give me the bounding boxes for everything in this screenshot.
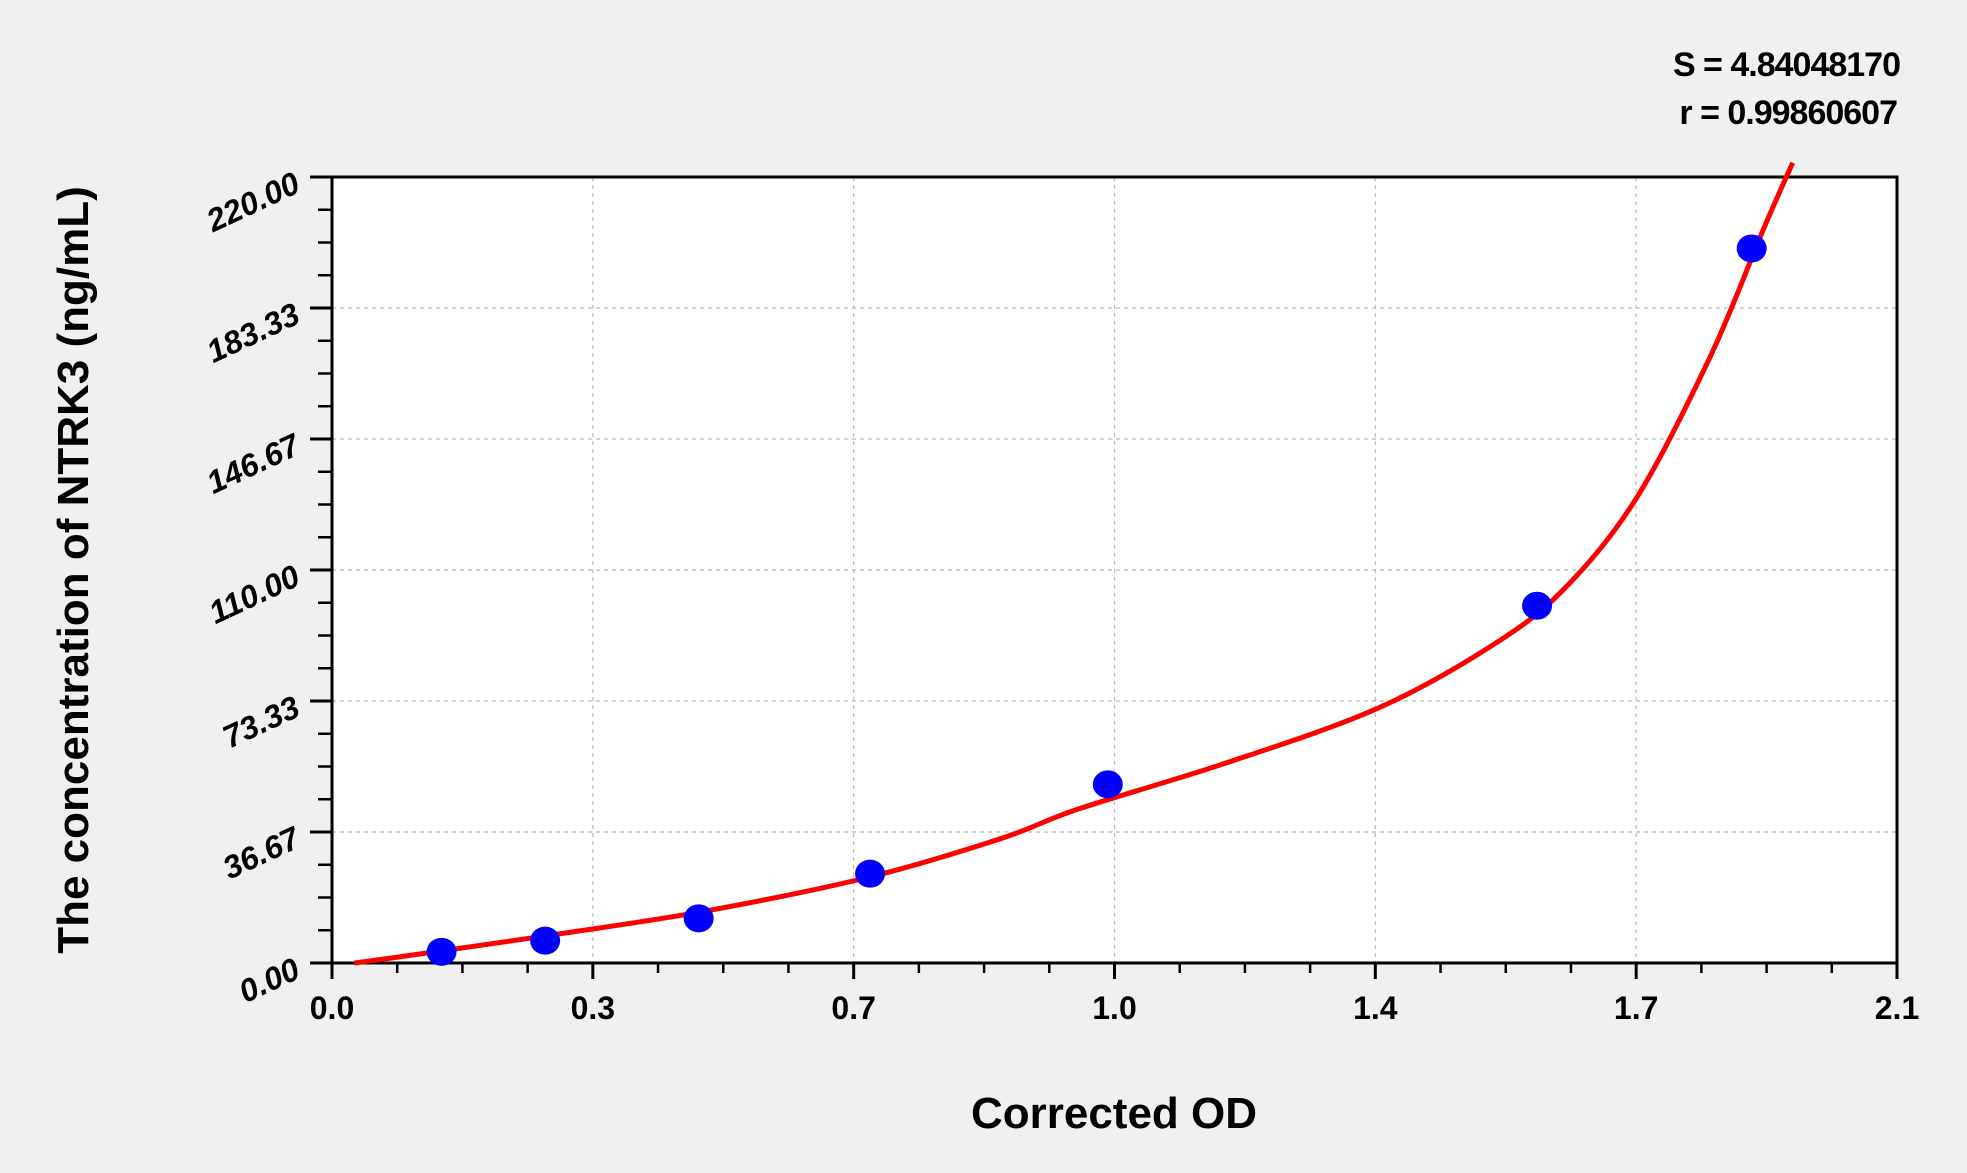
- plot-frame: [330, 175, 1899, 965]
- r-annotation: r = 0.99860607: [1679, 94, 1897, 132]
- fit-curve: [354, 161, 1795, 966]
- x-tick-label: 0.7: [831, 990, 875, 1026]
- x-tick-label: 2.1: [1875, 990, 1919, 1026]
- x-axis-label: Corrected OD: [971, 1089, 1257, 1138]
- data-points: [426, 234, 1767, 966]
- y-tick-label: 73.33: [217, 689, 305, 756]
- y-tick-label: 36.67: [217, 819, 307, 886]
- x-tick-label: 1.4: [1353, 990, 1398, 1026]
- y-tick-label: 146.67: [201, 426, 307, 501]
- x-tick-label: 0.0: [310, 990, 354, 1026]
- y-tick-label: 220.00: [200, 165, 305, 239]
- s-annotation: S = 4.84048170: [1673, 46, 1900, 84]
- y-axis-label: The concentration of NTRK3 (ng/mL): [49, 186, 98, 954]
- data-point: [1522, 591, 1553, 620]
- y-tick-label: 183.33: [201, 296, 305, 370]
- axis-ticks: [310, 175, 1899, 979]
- data-point: [426, 937, 457, 966]
- y-tick-label: 0.00: [233, 951, 305, 1010]
- y-tick-label: 110.00: [203, 558, 305, 631]
- data-point: [683, 904, 714, 933]
- data-point: [1092, 770, 1123, 799]
- x-tick-label: 1.7: [1614, 990, 1658, 1026]
- x-tick-label: 0.3: [571, 990, 615, 1026]
- data-point: [530, 926, 561, 955]
- x-tick-label: 1.0: [1092, 990, 1136, 1026]
- data-point: [1736, 234, 1767, 263]
- data-point: [855, 859, 886, 888]
- grid-lines: [332, 177, 1897, 963]
